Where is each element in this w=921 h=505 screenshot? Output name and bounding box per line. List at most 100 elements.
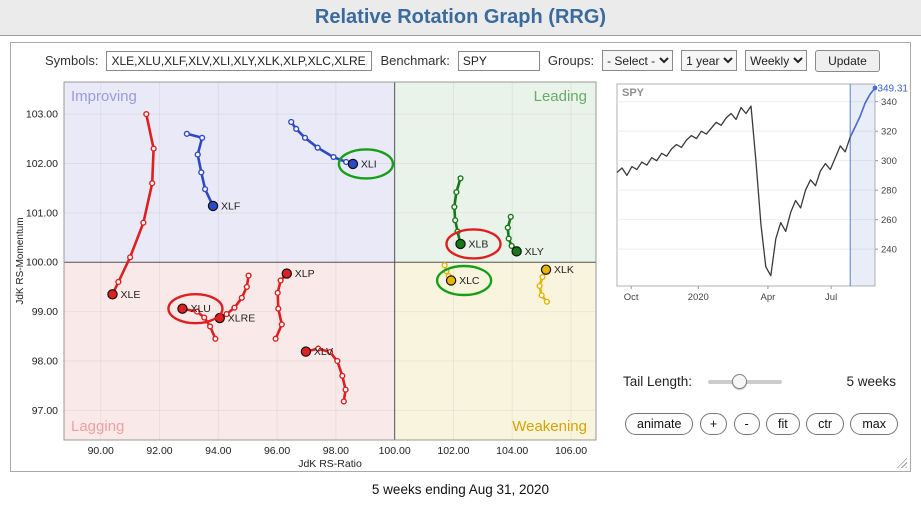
svg-text:280: 280 <box>881 186 897 197</box>
rrg-tail-XLY[interactable]: XLY <box>504 213 544 258</box>
highlight-circle-XLB <box>445 228 502 260</box>
spy-axis-labels: 340 320 300 280 260 240 Oct 2020 Apr Jul <box>624 97 897 302</box>
quadrant-label-weakening: Weakening <box>512 418 587 435</box>
XLY-dot[interactable] <box>511 246 522 257</box>
highlight-circle-XLI <box>337 148 395 180</box>
svg-text:100.00: 100.00 <box>26 257 58 269</box>
quadrant-weakening <box>394 262 596 440</box>
groups-select[interactable]: - Select - <box>602 50 674 71</box>
spy-price-line-tail <box>849 87 876 138</box>
spy-symbol-label: SPY <box>622 87 645 99</box>
quadrant-lagging <box>64 262 395 440</box>
XLV-label: XLV <box>314 346 333 358</box>
XLB-dot[interactable] <box>455 238 466 250</box>
rrg-tail-XLP[interactable]: XLP <box>272 268 315 342</box>
rrg-tail-XLK[interactable]: XLK <box>536 264 574 305</box>
rrg-tail-XLV[interactable]: XLV <box>300 345 349 405</box>
highlight-circle-XLC <box>435 264 493 297</box>
XLP-dot[interactable] <box>281 268 292 279</box>
quadrant-label-lagging: Lagging <box>71 418 124 435</box>
svg-text:Jul: Jul <box>825 292 837 302</box>
benchmark-label: Benchmark: <box>380 53 450 68</box>
app-titlebar: Relative Rotation Graph (RRG) <box>0 0 921 36</box>
update-button[interactable]: Update <box>815 49 880 72</box>
rrg-axis-ticks: 90.00 92.00 94.00 96.00 98.00 100.00 102.00 104… <box>26 109 587 457</box>
rrg-frame <box>63 81 597 441</box>
svg-text:92.00: 92.00 <box>146 445 172 457</box>
XLC-dot[interactable] <box>445 275 457 286</box>
svg-text:2020: 2020 <box>688 292 709 302</box>
animate-button[interactable]: animate <box>625 413 694 435</box>
XLY-label: XLY <box>525 246 544 258</box>
symbols-input[interactable] <box>106 50 373 71</box>
svg-text:100.00: 100.00 <box>379 445 411 457</box>
quadrant-label-improving: Improving <box>71 88 137 105</box>
rrg-tail-XLE[interactable]: XLE <box>107 110 157 301</box>
XLK-dot[interactable] <box>540 264 552 275</box>
svg-text:104.00: 104.00 <box>496 445 528 457</box>
XLU-label: XLU <box>190 303 210 315</box>
svg-text:102.00: 102.00 <box>437 445 469 457</box>
XLI-label: XLI <box>361 158 377 170</box>
XLI-dot[interactable] <box>347 158 359 170</box>
period-select[interactable]: 1 year <box>681 50 738 71</box>
XLRE-label: XLRE <box>228 313 255 325</box>
XLK-label: XLK <box>554 264 574 276</box>
quadrant-improving <box>64 82 395 263</box>
zoom-in-button[interactable]: + <box>699 413 728 435</box>
main-content: Improving Leading Lagging Weakening 90.00 92.… <box>11 76 910 472</box>
zoom-out-button[interactable]: - <box>733 413 760 435</box>
tail-length-slider[interactable] <box>708 379 783 384</box>
svg-text:260: 260 <box>881 215 897 226</box>
svg-text:240: 240 <box>881 245 897 256</box>
XLF-dot[interactable] <box>207 200 219 212</box>
spy-tail-window <box>850 84 875 286</box>
x-axis-title: JdK RS-Ratio <box>298 458 362 470</box>
svg-text:94.00: 94.00 <box>205 445 231 457</box>
spy-benchmark-chart: 340 320 300 280 260 240 Oct 2020 Apr Jul SPY 349.31 <box>616 83 908 302</box>
spy-price-line <box>616 87 876 277</box>
XLE-label: XLE <box>120 289 140 301</box>
rrg-tail-XLU[interactable]: XLU <box>177 303 219 342</box>
footer-caption: 5 weeks ending Aug 31, 2020 <box>371 482 550 497</box>
page-title: Relative Rotation Graph (RRG) <box>314 6 607 28</box>
XLE-dot[interactable] <box>107 289 118 300</box>
center-button[interactable]: ctr <box>806 413 844 435</box>
tail-length-label: Tail Length: <box>623 374 693 389</box>
fit-button[interactable]: fit <box>765 413 800 435</box>
svg-text:Apr: Apr <box>761 292 776 302</box>
toolbar: Symbols: Benchmark: Groups: - Select - 1… <box>11 43 910 76</box>
rrg-tail-XLF[interactable]: XLF <box>183 130 240 212</box>
svg-text:106.00: 106.00 <box>555 445 587 457</box>
max-button[interactable]: max <box>850 413 898 435</box>
XLC-label: XLC <box>459 275 480 287</box>
svg-text:98.00: 98.00 <box>32 355 58 367</box>
rrg-tail-XLRE[interactable]: XLRE <box>214 272 255 325</box>
XLB-label: XLB <box>469 238 489 250</box>
XLV-dot[interactable] <box>300 346 312 357</box>
svg-text:99.00: 99.00 <box>32 306 58 318</box>
svg-text:98.00: 98.00 <box>323 445 349 457</box>
spy-grid <box>617 101 875 250</box>
svg-text:97.00: 97.00 <box>32 405 58 417</box>
tail-length-value: 5 weeks <box>846 374 896 389</box>
XLP-label: XLP <box>295 268 315 280</box>
frequency-select[interactable]: Weekly <box>745 50 808 71</box>
groups-label: Groups: <box>547 53 595 68</box>
svg-text:Oct: Oct <box>624 292 639 302</box>
svg-text:102.00: 102.00 <box>26 158 58 170</box>
spy-last-value: 349.31 <box>877 83 908 94</box>
tail-length-row: Tail Length: 5 weeks <box>623 374 896 389</box>
XLF-label: XLF <box>221 200 240 212</box>
svg-text:90.00: 90.00 <box>88 445 114 457</box>
rrg-tail-XLI[interactable]: XLI <box>288 118 377 171</box>
svg-text:340: 340 <box>881 97 897 108</box>
svg-text:96.00: 96.00 <box>264 445 290 457</box>
svg-text:101.00: 101.00 <box>26 207 58 219</box>
XLU-dot[interactable] <box>177 303 188 314</box>
highlight-circle-XLU <box>167 292 224 325</box>
benchmark-input[interactable] <box>457 50 540 71</box>
rrg-chart[interactable]: Improving Leading Lagging Weakening 90.00 92.… <box>11 76 611 472</box>
quadrant-leading <box>394 82 596 263</box>
svg-text:103.00: 103.00 <box>26 109 58 121</box>
